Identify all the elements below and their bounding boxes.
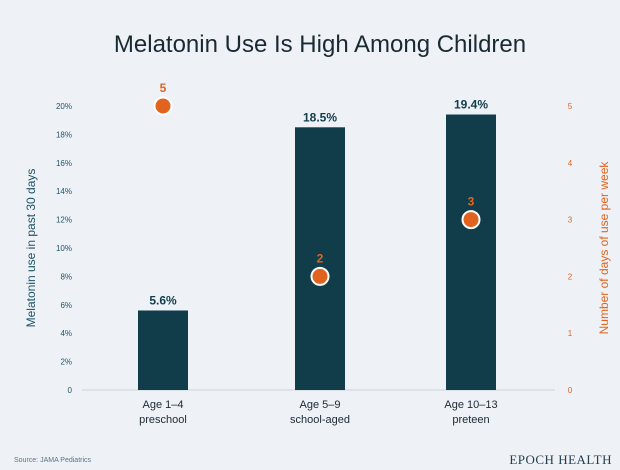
y-tick-left: 8% <box>60 272 72 281</box>
y-tick-right: 2 <box>568 272 573 281</box>
brand-logo: EPOCH HEALTH <box>509 452 612 467</box>
chart-title: Melatonin Use Is High Among Children <box>114 31 526 58</box>
dot-value-label: 5 <box>160 81 167 95</box>
y-axis-label-left: Melatonin use in past 30 days <box>24 169 38 328</box>
bar <box>295 127 345 391</box>
y-tick-left: 12% <box>56 216 72 225</box>
source-note: Source: JAMA Pediatrics <box>14 457 92 464</box>
bar-value-label: 19.4% <box>454 98 488 112</box>
y-tick-right: 3 <box>568 216 573 225</box>
dot-point <box>153 96 173 116</box>
category-label-line2: preteen <box>452 414 489 426</box>
bar-value-label: 5.6% <box>149 293 177 307</box>
y-tick-left: 6% <box>60 301 72 310</box>
dot-value-label: 2 <box>317 251 324 265</box>
y-tick-right: 5 <box>568 102 573 111</box>
category-label-line2: preschool <box>139 414 187 426</box>
y-tick-left: 14% <box>56 187 72 196</box>
category-label-line1: Age 1–4 <box>143 399 184 411</box>
category-label-line2: school-aged <box>290 414 350 426</box>
y-tick-left: 16% <box>56 159 72 168</box>
y-tick-left: 0 <box>68 386 73 395</box>
bar <box>138 310 188 390</box>
y-axis-label-right: Number of days of use per week <box>597 161 611 335</box>
y-tick-left: 20% <box>56 102 72 111</box>
y-tick-left: 4% <box>60 329 72 338</box>
y-tick-left: 10% <box>56 244 72 253</box>
y-tick-right: 1 <box>568 329 573 338</box>
dot-point <box>310 266 330 286</box>
y-tick-right: 4 <box>568 159 573 168</box>
y-tick-left: 18% <box>56 130 72 139</box>
bar <box>446 114 496 391</box>
chart-marks: 0 2% 4% 6% 8% 10% 12% 14% 16% 18% 20% 0 1 2 3 4 5 5.6% 18.… <box>56 81 573 426</box>
dot-value-label: 3 <box>468 195 475 209</box>
y-tick-left: 2% <box>60 358 72 367</box>
dot-point <box>461 210 481 230</box>
category-label-line1: Age 10–13 <box>444 399 497 411</box>
bar-value-label: 18.5% <box>303 110 337 124</box>
category-label-line1: Age 5–9 <box>300 399 341 411</box>
y-tick-right: 0 <box>568 386 573 395</box>
